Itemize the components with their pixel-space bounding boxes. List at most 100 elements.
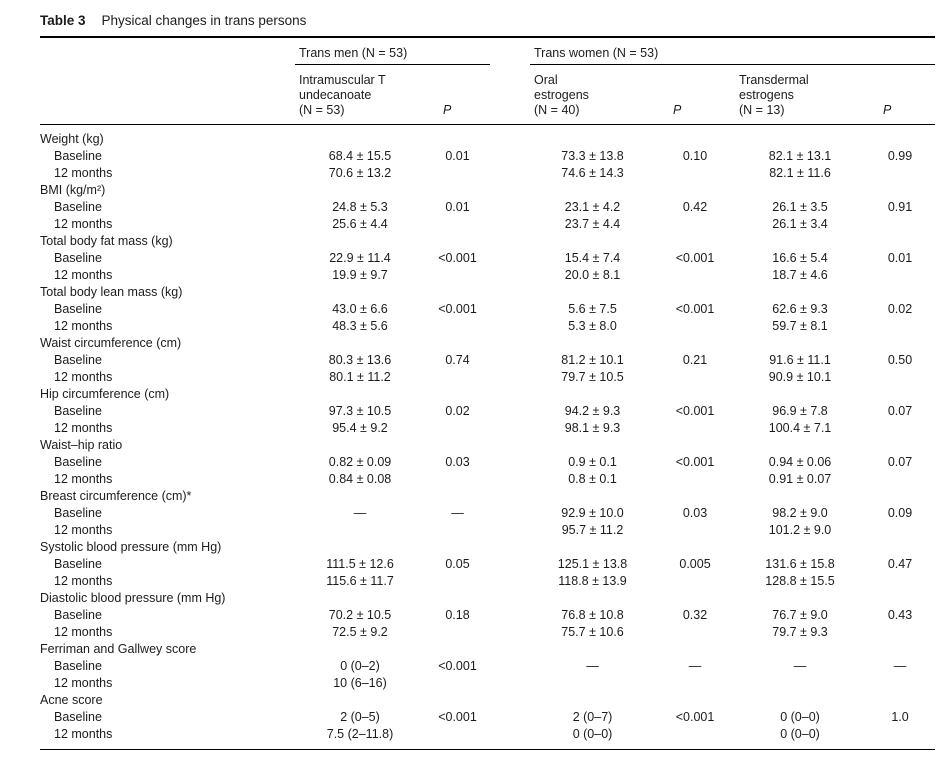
spacer-cell [490, 505, 530, 522]
group-header-trans-men: Trans men (N = 53) [295, 37, 491, 65]
row-label: Baseline [54, 455, 102, 469]
p-value-cell [425, 369, 490, 386]
value-cell: 59.7 ± 8.1 [772, 319, 828, 333]
p-value-cell: — [893, 659, 907, 673]
value-cell: 97.3 ± 10.5 [328, 404, 392, 418]
data-row: 12 months 115.6 ± 11.7 118.8 ± 13.9 128.8 ±… [40, 573, 935, 590]
value-cell: 91.6 ± 11.1 [769, 353, 831, 367]
section-header-row: Hip circumference (cm) [40, 386, 935, 403]
p-value-cell [655, 165, 735, 182]
empty-label-header-cell [40, 64, 295, 125]
spacer-cell [490, 675, 530, 692]
data-row: Baseline 2 (0–5) <0.001 2 (0–7) <0.001 0 (0–0… [40, 709, 935, 726]
section-header-row: Acne score [40, 692, 935, 709]
value-cell: 68.4 ± 15.5 [328, 149, 392, 163]
row-label: Baseline [54, 659, 102, 673]
section-header-row: Ferriman and Gallwey score [40, 641, 935, 658]
data-row: Baseline 70.2 ± 10.5 0.18 76.8 ± 10.8 0.32 76… [40, 607, 935, 624]
value-cell: 82.1 ± 11.6 [769, 166, 831, 180]
value-cell: 0.94 ± 0.06 [768, 455, 832, 469]
p-value-cell [655, 675, 735, 692]
spacer-cell [490, 165, 530, 182]
table-caption-label: Table 3 [40, 13, 86, 28]
value-cell: 101.2 ± 9.0 [768, 523, 832, 537]
value-cell: 22.9 ± 11.4 [329, 251, 391, 265]
group-label-trans-women: Trans women (N = 53) [534, 46, 659, 60]
data-row: 12 months 19.9 ± 9.7 20.0 ± 8.1 18.7 ± 4.6 [40, 267, 935, 284]
value-cell: 95.7 ± 11.2 [561, 523, 624, 537]
value-cell: 79.7 ± 10.5 [561, 370, 624, 384]
row-label: 12 months [54, 727, 113, 741]
p-value-cell [655, 216, 735, 233]
section-label: Hip circumference (cm) [40, 387, 170, 401]
data-row: 12 months 48.3 ± 5.6 5.3 ± 8.0 59.7 ± 8.1 [40, 318, 935, 335]
p-value-cell: 0.09 [887, 506, 913, 520]
table-caption: Table 3 Physical changes in trans persons [40, 8, 935, 36]
value-cell: 80.3 ± 13.6 [328, 353, 392, 367]
value-cell: 0 (0–0) [572, 727, 613, 741]
p-value-cell [425, 267, 490, 284]
p-value-cell: 0.005 [679, 557, 711, 571]
value-cell: 16.6 ± 5.4 [772, 251, 828, 265]
section-header-row: Diastolic blood pressure (mm Hg) [40, 590, 935, 607]
p-value-cell: — [451, 506, 464, 520]
value-cell: 98.1 ± 9.3 [564, 421, 621, 435]
p-value-cell [425, 624, 490, 641]
value-cell: 82.1 ± 13.1 [768, 149, 832, 163]
p-value-cell [865, 471, 935, 488]
row-label: 12 months [54, 268, 113, 282]
value-cell: 7.5 (2–11.8) [326, 727, 394, 741]
p-value-cell: 1.0 [891, 710, 909, 724]
p-value-cell [865, 522, 935, 539]
value-cell: 26.1 ± 3.5 [772, 200, 828, 214]
p-value-cell [425, 573, 490, 590]
section-header-row: Breast circumference (cm)* [40, 488, 935, 505]
spacer-cell [490, 624, 530, 641]
section-label: BMI (kg/m²) [40, 183, 106, 197]
p-value-cell: 0.10 [682, 149, 708, 163]
empty-corner-cell [40, 37, 295, 65]
value-cell [295, 522, 425, 539]
row-label: 12 months [54, 319, 113, 333]
value-cell: 96.9 ± 7.8 [772, 404, 828, 418]
p-value-cell: 0.01 [445, 149, 470, 163]
value-cell: 73.3 ± 13.8 [561, 149, 624, 163]
value-cell [735, 675, 865, 692]
value-cell [530, 675, 655, 692]
row-label: Baseline [54, 200, 102, 214]
column-header-row: Intramuscular T undecanoate (N = 53) P O… [40, 64, 936, 125]
value-cell: 0.8 ± 0.1 [568, 472, 617, 486]
data-row: Baseline 24.8 ± 5.3 0.01 23.1 ± 4.2 0.42 26.1… [40, 199, 935, 216]
value-cell: 0.91 ± 0.07 [768, 472, 832, 486]
p-value-cell [655, 522, 735, 539]
section-header-row: Weight (kg) [40, 125, 935, 149]
value-cell: 72.5 ± 9.2 [332, 625, 388, 639]
value-cell: 10 (6–16) [333, 676, 387, 690]
data-row: Baseline 22.9 ± 11.4 <0.001 15.4 ± 7.4 <0.00… [40, 250, 935, 267]
p-value-cell [655, 318, 735, 335]
spacer-header-cell [490, 37, 530, 65]
spacer-cell [490, 726, 530, 750]
value-cell: 0 (0–0) [780, 727, 820, 741]
p-value-cell [655, 726, 735, 750]
data-row: Baseline 111.5 ± 12.6 0.05 125.1 ± 13.8 0.00… [40, 556, 935, 573]
p-value-cell: 0.02 [887, 302, 913, 316]
p-value-cell: 0.07 [887, 455, 913, 469]
spacer-cell [490, 522, 530, 539]
value-cell: 131.6 ± 15.8 [765, 557, 835, 571]
row-label: 12 months [54, 625, 113, 639]
value-cell: 81.2 ± 10.1 [561, 353, 624, 367]
value-cell: 5.3 ± 8.0 [568, 319, 617, 333]
row-label: Baseline [54, 710, 102, 724]
col-header-intramuscular-t: Intramuscular T undecanoate (N = 53) [295, 64, 425, 125]
col-header-p-transdermal: P [865, 64, 936, 125]
p-value-cell: <0.001 [675, 404, 715, 418]
row-label: 12 months [54, 370, 113, 384]
p-value-cell [425, 420, 490, 437]
value-cell: 43.0 ± 6.6 [332, 302, 388, 316]
spacer-cell [490, 573, 530, 590]
spacer-cell [490, 369, 530, 386]
value-cell: 75.7 ± 10.6 [561, 625, 624, 639]
data-row: 12 months 95.7 ± 11.2 101.2 ± 9.0 [40, 522, 935, 539]
p-value-cell: <0.001 [675, 710, 715, 724]
